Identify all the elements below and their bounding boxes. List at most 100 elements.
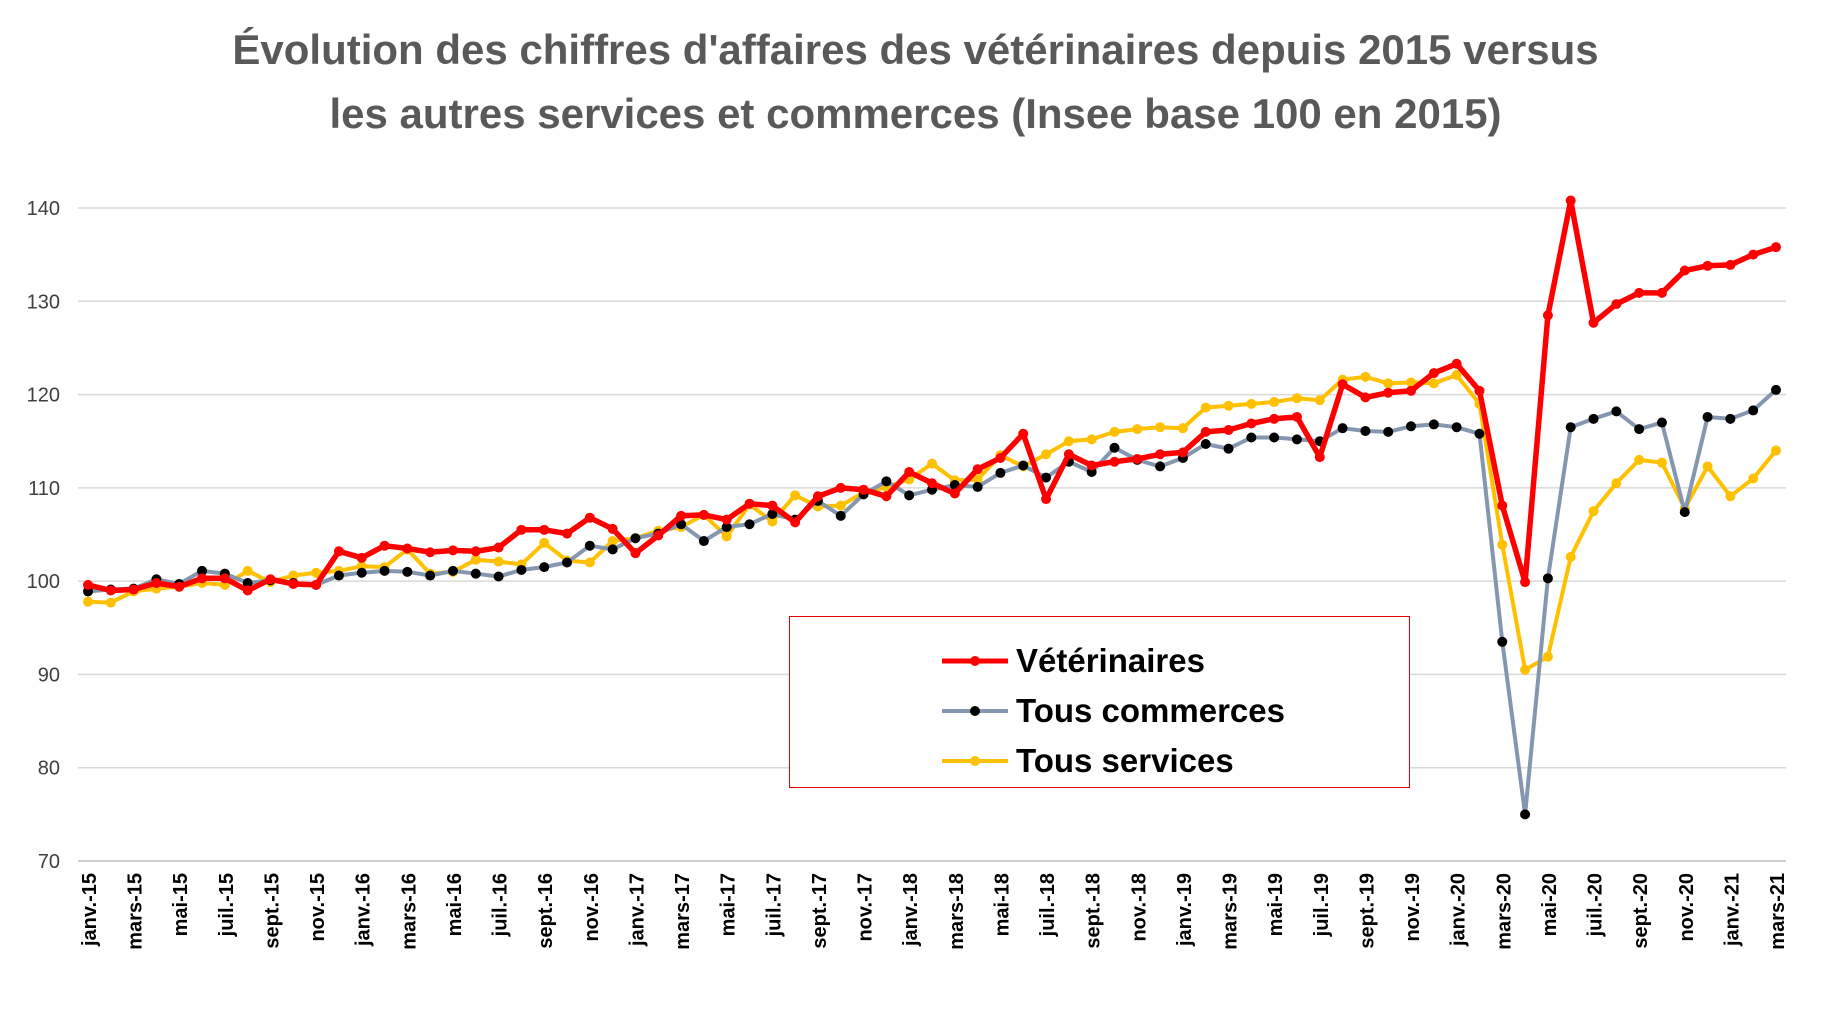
data-point-veterinaires [242, 585, 253, 596]
data-point-tous-commerces [607, 544, 618, 555]
data-point-tous-commerces [1588, 413, 1599, 424]
legend-label-tous-commerces: Tous commerces [1016, 692, 1285, 729]
data-point-tous-commerces [470, 568, 481, 579]
data-point-tous-commerces [767, 508, 778, 519]
data-point-veterinaires [1748, 249, 1759, 260]
y-tick-label: 130 [27, 291, 60, 313]
data-point-veterinaires [607, 523, 618, 534]
y-tick-label: 100 [27, 571, 60, 593]
legend: Vétérinaires Tous commerces Tous service… [789, 616, 1410, 788]
data-point-veterinaires [949, 488, 960, 499]
data-point-tous-commerces [1428, 419, 1439, 430]
x-tick-label: nov.-15 [307, 873, 329, 942]
x-tick-label: janv.-16 [353, 873, 375, 947]
data-point-tous-commerces [676, 519, 687, 530]
x-tick-label: mai-20 [1539, 873, 1561, 936]
data-point-tous-services [1063, 436, 1074, 447]
y-tick-label: 110 [28, 478, 60, 500]
data-point-tous-services [767, 516, 778, 527]
x-tick-label: janv.-19 [1174, 873, 1196, 947]
data-point-veterinaires [698, 509, 709, 520]
data-point-tous-services [1565, 551, 1576, 562]
x-tick-label: sept.-18 [1083, 873, 1105, 949]
x-tick-label: sept.-20 [1630, 873, 1652, 949]
data-point-tous-commerces [1679, 507, 1690, 518]
x-tick-label: sept.-19 [1356, 873, 1378, 949]
x-tick-label: janv.-17 [626, 873, 648, 947]
legend-swatch-tous-commerces [942, 706, 1008, 716]
x-tick-label: mars-18 [946, 873, 968, 950]
x-tick-label: sept.-16 [535, 873, 557, 949]
data-point-tous-services [493, 556, 504, 567]
x-tick-label: juil.-16 [490, 873, 512, 937]
data-point-veterinaires [333, 546, 344, 557]
data-point-veterinaires [470, 546, 481, 557]
data-point-tous-services [105, 597, 116, 608]
data-point-tous-commerces [1771, 384, 1781, 395]
data-point-tous-commerces [1269, 432, 1280, 443]
legend-item-tous-services: Tous services [940, 741, 1234, 781]
data-point-veterinaires [1200, 426, 1211, 437]
data-point-tous-commerces [1748, 405, 1759, 416]
x-tick-label: mars-17 [672, 873, 694, 950]
y-tick-label: 120 [27, 385, 60, 407]
data-point-veterinaires [265, 574, 276, 585]
data-point-tous-commerces [402, 566, 413, 577]
x-tick-label: mai-19 [1265, 873, 1287, 936]
data-point-veterinaires [1155, 449, 1166, 460]
data-point-tous-commerces [1246, 432, 1257, 443]
data-point-tous-commerces [1383, 426, 1394, 437]
data-point-tous-services [1611, 478, 1622, 489]
data-point-veterinaires [630, 548, 641, 559]
data-point-veterinaires [1588, 317, 1599, 328]
x-tick-label: nov.-18 [1128, 873, 1150, 942]
data-point-veterinaires [356, 552, 367, 563]
data-point-tous-services [83, 596, 93, 607]
data-point-tous-commerces [1223, 443, 1234, 454]
data-point-tous-services [1383, 378, 1394, 389]
data-point-tous-services [1725, 491, 1736, 502]
data-point-veterinaires [1634, 287, 1645, 298]
data-point-tous-services [1132, 424, 1143, 435]
data-point-veterinaires [1702, 260, 1713, 271]
data-point-tous-commerces [972, 481, 983, 492]
data-point-veterinaires [1542, 310, 1553, 321]
data-point-veterinaires [379, 540, 390, 551]
data-point-tous-commerces [698, 536, 709, 547]
data-point-veterinaires [1679, 265, 1690, 276]
data-point-veterinaires [1428, 368, 1439, 379]
data-point-tous-services [927, 458, 937, 469]
data-point-tous-commerces [1360, 425, 1371, 436]
data-point-tous-services [1634, 454, 1645, 465]
data-point-tous-commerces [242, 578, 253, 589]
data-point-veterinaires [151, 578, 162, 589]
data-point-tous-commerces [1200, 439, 1211, 450]
data-point-veterinaires [1497, 500, 1508, 511]
data-point-veterinaires [516, 524, 527, 535]
data-point-tous-commerces [1155, 461, 1166, 472]
data-point-veterinaires [1565, 195, 1576, 206]
data-point-veterinaires [927, 478, 937, 489]
data-point-tous-services [1177, 423, 1188, 434]
data-point-tous-commerces [1634, 424, 1645, 435]
data-point-tous-services [1497, 539, 1508, 550]
x-tick-label: janv.-15 [79, 873, 101, 947]
x-tick-label: nov.-20 [1676, 873, 1698, 942]
data-point-tous-services [1702, 461, 1713, 472]
x-tick-label: mai-15 [170, 873, 192, 936]
x-tick-label: janv.-21 [1721, 873, 1743, 947]
data-point-veterinaires [653, 530, 664, 541]
data-point-veterinaires [1246, 418, 1257, 429]
x-tick-label: nov.-19 [1402, 873, 1424, 942]
data-point-tous-commerces [721, 522, 732, 533]
data-point-veterinaires [1611, 299, 1622, 310]
x-tick-label: nov.-17 [855, 873, 877, 942]
data-point-tous-services [1223, 400, 1234, 411]
data-point-tous-commerces [516, 564, 527, 575]
data-point-veterinaires [584, 512, 595, 523]
data-point-veterinaires [721, 514, 732, 525]
data-point-tous-services [311, 567, 322, 578]
data-point-veterinaires [1223, 425, 1234, 436]
data-point-veterinaires [1132, 453, 1143, 464]
